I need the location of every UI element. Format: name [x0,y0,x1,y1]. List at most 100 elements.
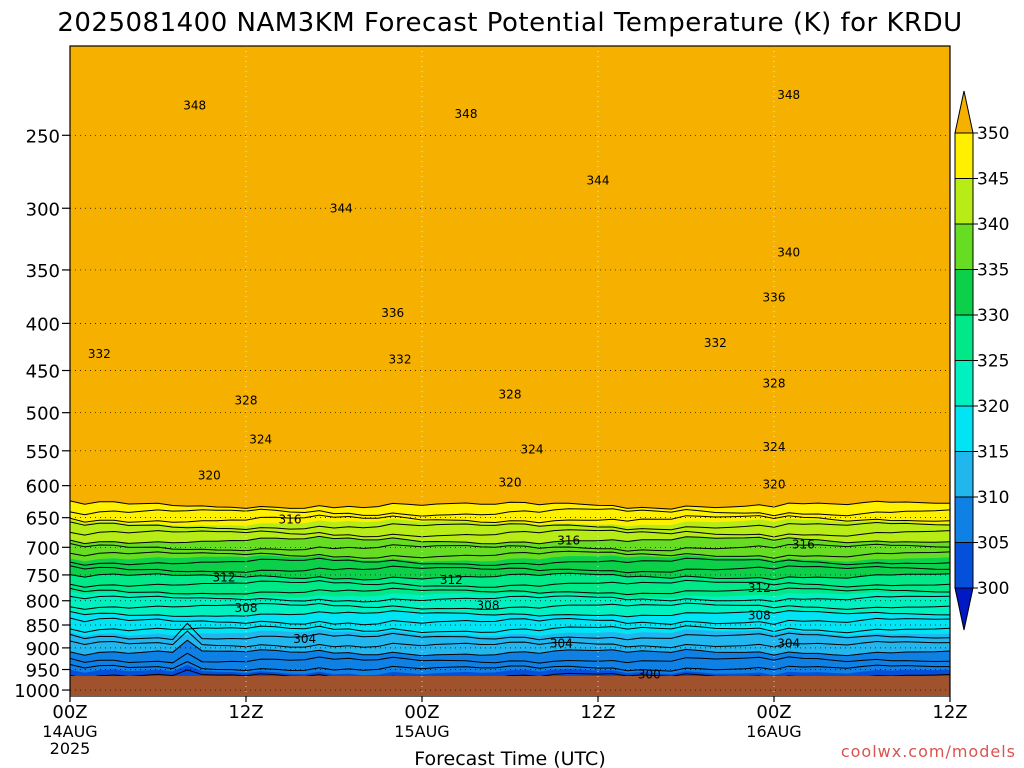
contour-342 [70,529,950,538]
contour-label-12: 328 [499,388,522,402]
contour-320 [70,610,950,618]
contour-label-1: 348 [455,107,478,121]
y-tick-label-250: 250 [26,126,60,147]
x-tick-label-0: 00Z [52,702,87,723]
x-date-label-4: 16AUG [746,722,801,741]
x-year-label-0: 2025 [50,739,91,758]
colorbar-label-345: 345 [977,170,1009,190]
contour-label-23: 312 [213,571,236,585]
colorbar-swatch-0 [954,132,974,179]
contour-344 [70,521,950,531]
contour-310 [70,639,950,657]
contour-328 [70,579,950,588]
contour-label-29: 304 [293,632,316,646]
colorbar-swatch-5 [954,360,974,407]
colorbar-swatch-6 [954,405,974,452]
contour-332 [70,565,950,574]
y-tick-label-800: 800 [26,592,60,613]
contour-label-17: 320 [198,468,221,482]
colorbar-label-330: 330 [977,306,1009,326]
credit-text: coolwx.com/models [841,742,1016,761]
x-tick-label-2: 00Z [404,702,439,723]
contour-label-32: 300 [638,668,661,682]
colorbar-label-320: 320 [977,397,1009,417]
contour-318 [70,617,950,626]
colorbar-label-325: 325 [977,352,1009,372]
x-date-label-2: 15AUG [394,722,449,741]
contour-label-13: 328 [763,377,786,391]
contour-350 [70,500,950,510]
colorbar-label-350: 350 [977,124,1009,144]
contour-label-10: 332 [704,336,727,350]
x-tick-label-1: 12Z [228,702,263,723]
colorbar: 350 345 340 335 330 325 320 315 310 305 300 [954,90,1009,631]
contour-label-20: 316 [279,513,302,527]
contour-336 [70,550,950,559]
contour-338 [70,543,950,552]
contour-label-8: 332 [88,347,111,361]
colorbar-swatch-2 [954,223,974,270]
y-tick-label-850: 850 [26,616,60,637]
contour-label-25: 312 [748,581,771,595]
contour-labels: 348 348 348 344 344 340 336 336 332 332 332 328 328 3… [88,88,815,682]
contour-label-9: 332 [389,353,412,367]
y-tick-label-700: 700 [26,538,60,559]
y-tick-label-500: 500 [26,404,60,425]
colorbar-label-335: 335 [977,261,1009,281]
contour-label-15: 324 [521,442,544,456]
contour-label-18: 320 [499,475,522,489]
colorbar-swatch-8 [954,496,974,543]
y-tick-label-350: 350 [26,261,60,282]
y-tick-label-750: 750 [26,566,60,587]
y-tick-label-950: 950 [26,661,60,682]
contour-label-21: 316 [557,533,580,547]
colorbar-label-310: 310 [977,488,1009,508]
y-tick-label-650: 650 [26,509,60,530]
contour-346 [70,514,950,524]
y-axis: 2503003504004505005506006507007508008509… [14,126,70,702]
colorbar-swatch-1 [954,178,974,225]
y-tick-label-300: 300 [26,199,60,220]
contour-label-26: 308 [235,601,258,615]
plot-area: 348 348 348 344 344 340 336 336 332 332 332 328 328 3… [70,46,950,695]
colorbar-swatch-7 [954,451,974,498]
contour-label-5: 340 [777,245,800,259]
band-352 [70,46,950,502]
contour-324 [70,595,950,603]
ground-surface [70,676,950,695]
y-tick-label-900: 900 [26,639,60,660]
contour-348 [70,508,950,517]
contour-label-3: 344 [330,201,353,215]
contour-316 [70,625,950,634]
colorbar-swatch-4 [954,314,974,361]
contour-label-14: 324 [249,433,272,447]
colorbar-label-340: 340 [977,215,1009,235]
contour-label-30: 304 [550,636,573,650]
contour-label-6: 336 [381,306,404,320]
contour-312 [70,630,950,649]
y-tick-label-450: 450 [26,362,60,383]
contour-label-31: 304 [777,636,800,650]
contour-326 [70,587,950,596]
contour-322 [70,602,950,610]
contour-334 [70,557,950,566]
filled-contour-bands [70,46,950,695]
colorbar-label-305: 305 [977,534,1009,554]
contour-340 [70,535,950,545]
colorbar-swatch-3 [954,269,974,316]
x-date-label-0: 14AUG [42,722,97,741]
contour-label-11: 328 [235,393,258,407]
contour-label-27: 308 [477,599,500,613]
contour-label-22: 316 [792,537,815,551]
contour-306 [70,660,950,672]
y-tick-label-550: 550 [26,442,60,463]
colorbar-arrow-top [954,90,974,134]
contour-label-0: 348 [183,98,206,112]
contour-label-4: 344 [587,174,610,188]
contour-314 [70,622,950,641]
colorbar-label-300: 300 [977,579,1009,599]
contour-308 [70,652,950,664]
colorbar-swatch-9 [954,542,974,589]
y-tick-label-600: 600 [26,477,60,498]
